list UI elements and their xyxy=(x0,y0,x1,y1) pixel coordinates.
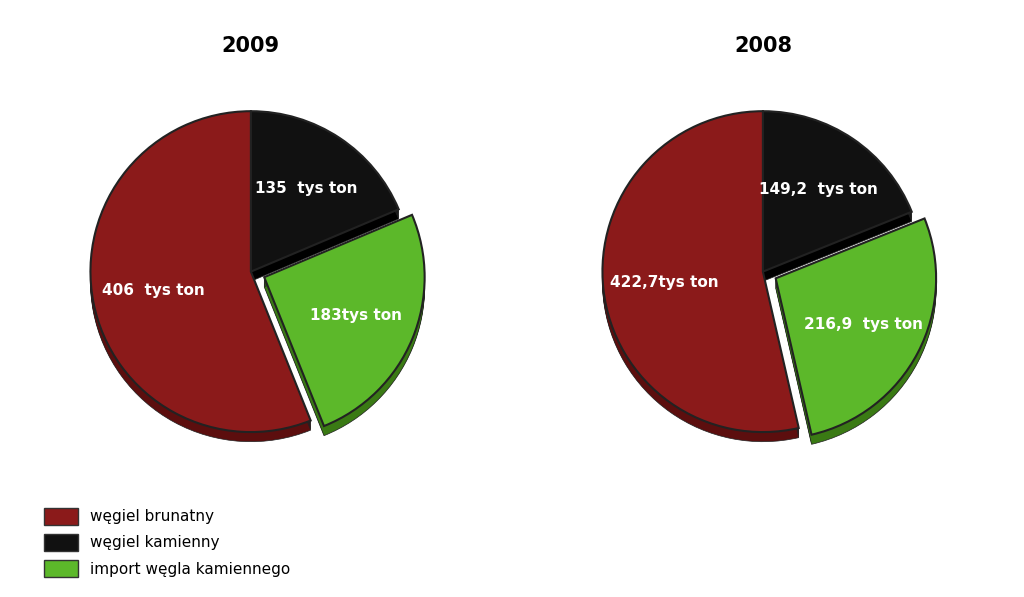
Wedge shape xyxy=(90,112,310,433)
Wedge shape xyxy=(602,121,799,442)
Wedge shape xyxy=(90,115,310,436)
Wedge shape xyxy=(775,226,936,442)
Wedge shape xyxy=(602,117,799,438)
Wedge shape xyxy=(264,220,425,431)
Legend: węgiel brunatny, węgiel kamienny, import węgla kamiennego: węgiel brunatny, węgiel kamienny, import… xyxy=(38,501,297,583)
Text: 149,2  tys ton: 149,2 tys ton xyxy=(759,181,878,197)
Wedge shape xyxy=(775,222,936,438)
Wedge shape xyxy=(763,116,911,276)
Text: 406  tys ton: 406 tys ton xyxy=(101,283,205,298)
Wedge shape xyxy=(251,111,398,272)
Wedge shape xyxy=(602,112,799,433)
Text: 135  tys ton: 135 tys ton xyxy=(255,181,357,196)
Wedge shape xyxy=(90,117,310,438)
Wedge shape xyxy=(251,112,398,273)
Wedge shape xyxy=(90,119,310,441)
Wedge shape xyxy=(602,113,799,435)
Wedge shape xyxy=(251,116,398,276)
Wedge shape xyxy=(775,219,936,435)
Wedge shape xyxy=(602,119,799,441)
Wedge shape xyxy=(90,111,310,432)
Wedge shape xyxy=(763,118,911,279)
Wedge shape xyxy=(775,228,936,444)
Wedge shape xyxy=(763,112,911,273)
Wedge shape xyxy=(775,227,936,443)
Wedge shape xyxy=(602,118,799,439)
Wedge shape xyxy=(602,115,799,436)
Wedge shape xyxy=(90,118,310,439)
Wedge shape xyxy=(251,121,398,281)
Wedge shape xyxy=(264,217,425,429)
Wedge shape xyxy=(90,116,310,437)
Wedge shape xyxy=(763,121,911,281)
Wedge shape xyxy=(264,221,425,432)
Wedge shape xyxy=(264,219,425,430)
Wedge shape xyxy=(775,223,936,439)
Wedge shape xyxy=(775,221,936,437)
Wedge shape xyxy=(763,119,911,280)
Wedge shape xyxy=(251,117,398,278)
Wedge shape xyxy=(602,116,799,437)
Wedge shape xyxy=(775,224,936,441)
Wedge shape xyxy=(264,224,425,436)
Title: 2008: 2008 xyxy=(734,36,792,56)
Wedge shape xyxy=(264,222,425,433)
Wedge shape xyxy=(90,121,310,442)
Wedge shape xyxy=(251,119,398,280)
Wedge shape xyxy=(763,111,911,272)
Title: 2009: 2009 xyxy=(222,36,280,56)
Wedge shape xyxy=(264,215,425,426)
Text: 183tys ton: 183tys ton xyxy=(310,308,402,323)
Wedge shape xyxy=(763,113,911,274)
Wedge shape xyxy=(763,115,911,275)
Wedge shape xyxy=(251,113,398,274)
Wedge shape xyxy=(602,111,799,432)
Text: 422,7tys ton: 422,7tys ton xyxy=(609,275,719,290)
Wedge shape xyxy=(264,223,425,435)
Wedge shape xyxy=(90,113,310,435)
Wedge shape xyxy=(251,118,398,279)
Wedge shape xyxy=(775,220,936,436)
Wedge shape xyxy=(763,117,911,278)
Text: 216,9  tys ton: 216,9 tys ton xyxy=(804,317,924,332)
Wedge shape xyxy=(264,216,425,427)
Wedge shape xyxy=(251,115,398,275)
